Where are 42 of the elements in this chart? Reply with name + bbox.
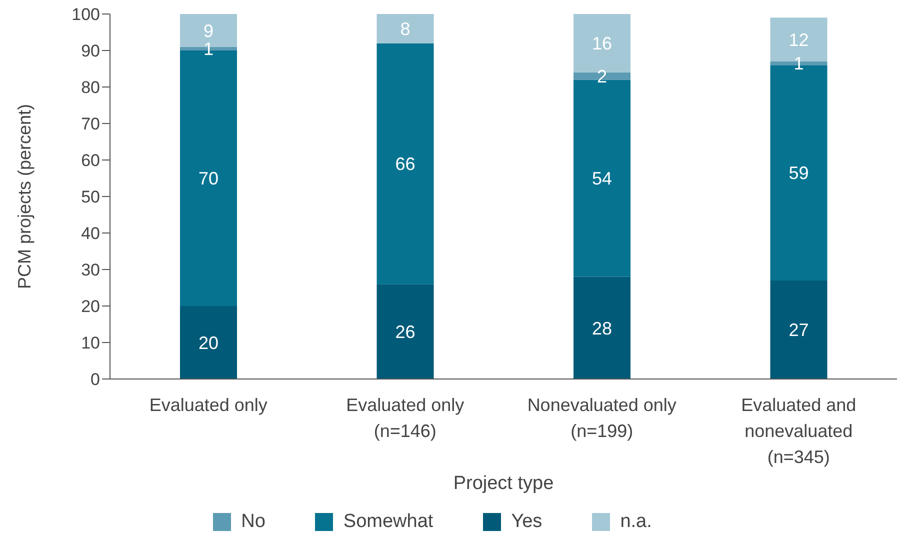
data-label: 8 — [400, 18, 410, 39]
y-tick-label: 40 — [81, 224, 100, 244]
x-tick-label: Evaluated and nonevaluated (n=345) — [741, 395, 856, 467]
y-tick-label: 30 — [81, 260, 100, 280]
x-tick-label: Nonevaluated only (n=199) — [527, 395, 676, 441]
data-label: 27 — [788, 320, 809, 340]
data-label: 12 — [788, 30, 809, 50]
bar — [770, 280, 828, 379]
data-label: 9 — [203, 20, 214, 41]
y-tick-label: 90 — [81, 42, 100, 61]
bar — [180, 306, 237, 379]
data-label: 54 — [592, 168, 612, 189]
bar — [376, 43, 434, 284]
bar — [376, 14, 434, 44]
data-label: 70 — [198, 168, 219, 189]
data-label: 1 — [794, 54, 804, 74]
x-tick-label: Evaluated only — [149, 395, 268, 415]
data-label: 59 — [788, 163, 809, 184]
x-axis-title: Project type — [453, 473, 554, 494]
y-tick-label: 70 — [81, 114, 100, 134]
legend-label: No — [241, 511, 266, 532]
y-tick-label: 50 — [81, 188, 100, 207]
data-label: 26 — [395, 322, 416, 342]
x-tick-label: Evaluated only (n=146) — [346, 395, 464, 441]
y-axis-title: PCM projects (percent) — [14, 104, 34, 290]
legend-label: Yes — [511, 511, 542, 532]
y-tick-label: 60 — [81, 151, 100, 170]
data-label: 28 — [592, 318, 612, 338]
bar — [574, 276, 630, 379]
y-tick-label: 100 — [72, 5, 100, 24]
y-tick-label: 80 — [81, 78, 100, 98]
data-label: 1 — [203, 39, 214, 60]
legend-label: n.a. — [620, 511, 652, 532]
data-label: 16 — [592, 34, 612, 54]
data-label: 66 — [395, 154, 416, 174]
data-label: 20 — [198, 332, 219, 353]
bar — [376, 284, 434, 379]
legend-label: Somewhat — [343, 511, 434, 532]
data-label: 2 — [596, 66, 608, 86]
y-tick-label: 0 — [90, 370, 100, 390]
y-tick-label: 10 — [81, 334, 100, 353]
y-tick-label: 20 — [81, 297, 100, 316]
